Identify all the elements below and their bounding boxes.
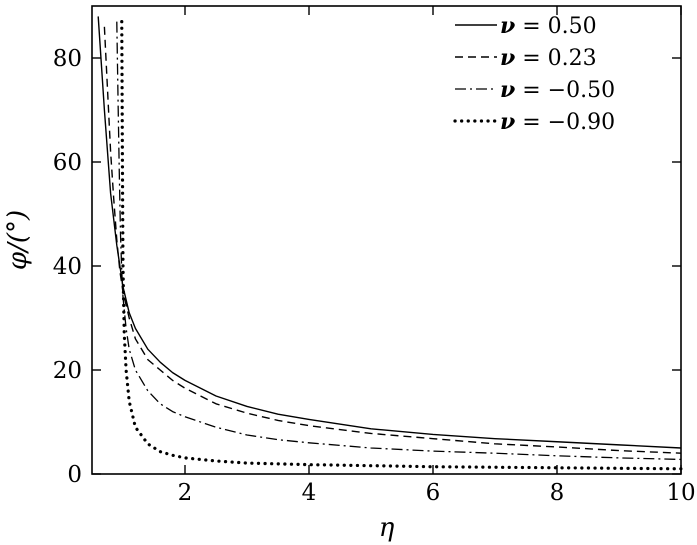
- legend-label-4: ν = −0.90: [500, 109, 615, 135]
- x-tick-label: 4: [302, 480, 317, 506]
- x-tick-label: 6: [426, 480, 441, 506]
- y-tick-label: 40: [53, 254, 82, 280]
- plot-area: [91, 5, 682, 475]
- legend-symbol: ν: [500, 13, 515, 39]
- series-line-3: [116, 21, 682, 461]
- plot-frame: [91, 5, 682, 475]
- y-axis-label: φ/(°): [3, 210, 33, 270]
- series-lines: [97, 16, 683, 471]
- x-tick-label: 10: [666, 480, 695, 506]
- y-tick-label: 0: [67, 462, 82, 488]
- legend-symbol: ν: [500, 109, 515, 135]
- legend-symbol: ν: [500, 77, 515, 103]
- x-axis-label: η: [379, 513, 395, 543]
- legend-value: = −0.50: [515, 78, 615, 103]
- legend-value: = −0.90: [515, 110, 615, 135]
- legend-label-2: ν = 0.23: [500, 45, 597, 71]
- y-tick-label: 80: [53, 46, 82, 72]
- x-tick-label: 2: [178, 480, 193, 506]
- legend-value: = 0.23: [515, 46, 596, 71]
- legend-value: = 0.50: [515, 14, 596, 39]
- y-tick-label: 20: [53, 358, 82, 384]
- y-tick-label: 60: [53, 150, 82, 176]
- x-tick-label: 8: [550, 480, 565, 506]
- legend-label-1: ν = 0.50: [500, 13, 597, 39]
- axis-ticks: 2 4 6 8 10 0 20 40 60 80: [53, 6, 696, 506]
- legend-label-3: ν = −0.50: [500, 77, 615, 103]
- series-line-1: [97, 16, 682, 449]
- series-line-2: [103, 26, 682, 454]
- legend: ν = 0.50ν = 0.23ν = −0.50ν = −0.90: [453, 13, 615, 135]
- legend-symbol: ν: [500, 45, 515, 71]
- series-line-4: [120, 20, 683, 471]
